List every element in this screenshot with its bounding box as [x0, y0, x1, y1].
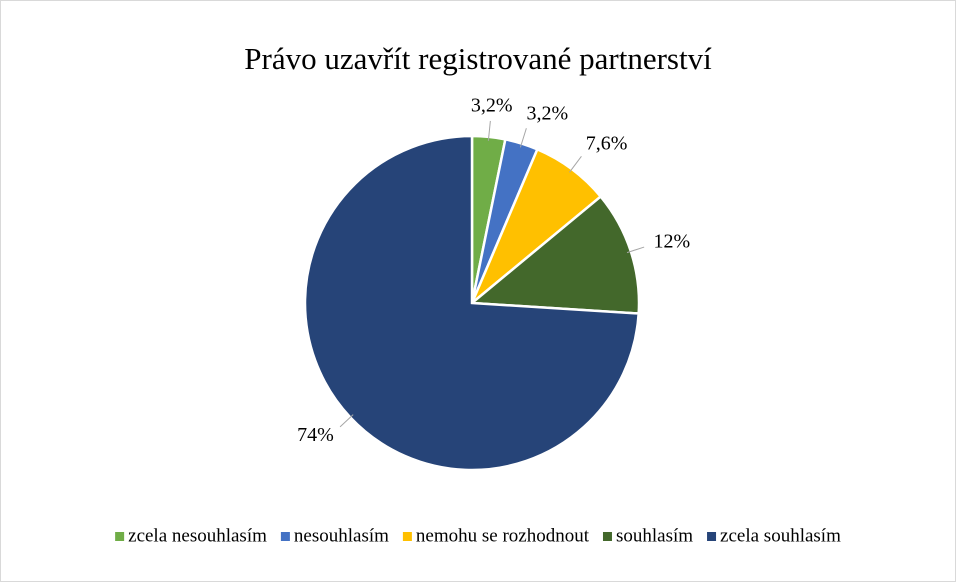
data-label: 7,6%: [586, 133, 628, 155]
leader-line: [487, 120, 491, 141]
legend-label: nemohu se rozhodnout: [416, 525, 590, 546]
legend-label: zcela souhlasím: [720, 525, 841, 546]
data-label: 74%: [297, 424, 334, 446]
legend-label: nesouhlasím: [294, 525, 389, 546]
legend-swatch: [402, 532, 412, 541]
legend: zcela nesouhlasím nesouhlasím nemohu se ro…: [115, 525, 841, 546]
data-label: 12%: [653, 230, 690, 252]
data-label: 3,2%: [471, 95, 513, 117]
legend-label: zcela nesouhlasím: [128, 525, 267, 546]
legend-swatch: [115, 532, 125, 541]
leader-line: [626, 246, 645, 254]
legend-swatch: [707, 532, 717, 541]
leader-line: [569, 156, 582, 173]
chart-title: Právo uzavřít registrované partnerství: [244, 41, 712, 76]
legend-swatch: [602, 532, 612, 541]
data-label: 3,2%: [527, 102, 569, 124]
legend-label: souhlasím: [616, 525, 693, 546]
leader-line: [519, 128, 527, 148]
leader-line: [339, 414, 354, 428]
legend-swatch: [280, 532, 290, 541]
